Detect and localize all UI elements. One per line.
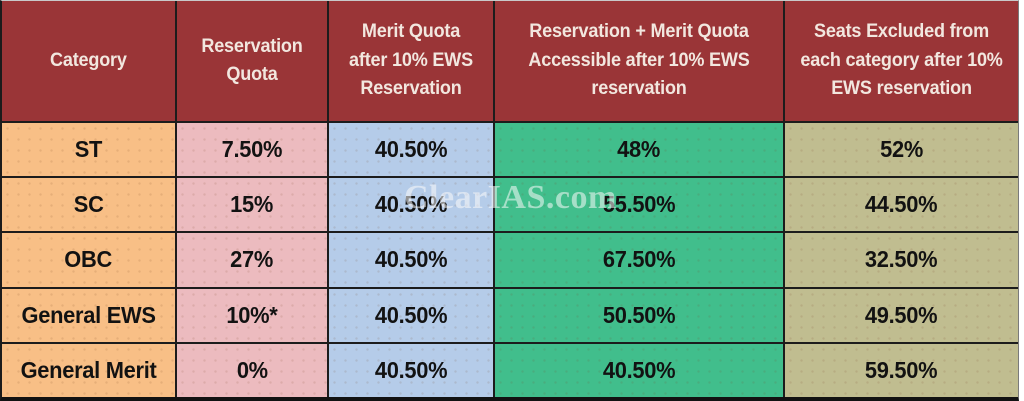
cell-obc-merit-quota: 40.50%: [329, 233, 493, 287]
cell-general-ews-reservation-quota: 10%*: [177, 288, 327, 342]
header-label: Category: [50, 49, 127, 71]
cell-value: General EWS: [21, 301, 156, 328]
cell-sc-merit-quota: 40.50%: [329, 178, 493, 232]
cell-value: 49.50%: [865, 301, 938, 328]
cell-st-excluded-seats: 52%: [785, 123, 1018, 177]
cell-sc-excluded-seats: 44.50%: [785, 178, 1018, 232]
cell-obc-accessible-quota: 67.50%: [495, 233, 783, 287]
cell-obc-excluded-seats: 32.50%: [785, 233, 1018, 287]
header-label: Merit Quota after 10% EWS Reservation: [349, 21, 473, 100]
header-label: Reservation Quota: [201, 35, 303, 86]
cell-value: 40.50%: [374, 301, 448, 328]
cell-general-ews-accessible-quota: 50.50%: [495, 288, 783, 342]
cell-value: 55.50%: [602, 191, 676, 218]
cell-st-accessible-quota: 48%: [495, 123, 783, 177]
cell-value: 27%: [230, 246, 274, 273]
cell-value: 40.50%: [602, 356, 676, 383]
cell-value: ST: [74, 136, 103, 163]
cell-general-merit-merit-quota: 40.50%: [329, 343, 493, 397]
cell-value: 32.50%: [865, 246, 938, 273]
cell-value: 0%: [236, 356, 268, 383]
table-grid: Category Reservation Quota Merit Quota a…: [2, 1, 1018, 397]
cell-st-reservation-quota: 7.50%: [177, 123, 327, 177]
header-cell-merit-quota: Merit Quota after 10% EWS Reservation: [329, 1, 493, 121]
cell-obc-reservation-quota: 27%: [177, 233, 327, 287]
cell-value: 50.50%: [602, 301, 676, 328]
header-label: Seats Excluded from each category after …: [800, 21, 1003, 100]
cell-general-merit-excluded-seats: 59.50%: [785, 343, 1018, 397]
header-cell-excluded-seats: Seats Excluded from each category after …: [785, 1, 1018, 121]
cell-value: 15%: [230, 191, 274, 218]
cell-general-ews-merit-quota: 40.50%: [329, 288, 493, 342]
cell-value: 52%: [880, 136, 923, 163]
cell-value: 59.50%: [865, 356, 938, 383]
cell-value: 10%*: [226, 301, 278, 328]
cell-general-ews-excluded-seats: 49.50%: [785, 288, 1018, 342]
header-cell-category: Category: [2, 1, 175, 121]
cell-value: 67.50%: [602, 246, 676, 273]
cell-sc-accessible-quota: 55.50%: [495, 178, 783, 232]
cell-value: 44.50%: [865, 191, 938, 218]
cell-sc-category: SC: [2, 178, 175, 232]
cell-value: 40.50%: [374, 136, 448, 163]
cell-value: 7.50%: [221, 136, 283, 163]
cell-obc-category: OBC: [2, 233, 175, 287]
cell-value: 48%: [617, 136, 661, 163]
cell-value: 40.50%: [374, 191, 448, 218]
cell-value: General Merit: [20, 356, 157, 383]
cell-value: SC: [73, 191, 104, 218]
cell-st-category: ST: [2, 123, 175, 177]
cell-general-merit-category: General Merit: [2, 343, 175, 397]
cell-value: OBC: [64, 246, 113, 273]
header-label: Reservation + Merit Quota Accessible aft…: [528, 21, 750, 100]
header-cell-reservation-quota: Reservation Quota: [177, 1, 327, 121]
cell-general-ews-category: General EWS: [2, 288, 175, 342]
cell-value: 40.50%: [374, 246, 448, 273]
cell-value: 40.50%: [374, 356, 448, 383]
header-cell-accessible-quota: Reservation + Merit Quota Accessible aft…: [495, 1, 783, 121]
cell-general-merit-reservation-quota: 0%: [177, 343, 327, 397]
cell-st-merit-quota: 40.50%: [329, 123, 493, 177]
cell-sc-reservation-quota: 15%: [177, 178, 327, 232]
cell-general-merit-accessible-quota: 40.50%: [495, 343, 783, 397]
